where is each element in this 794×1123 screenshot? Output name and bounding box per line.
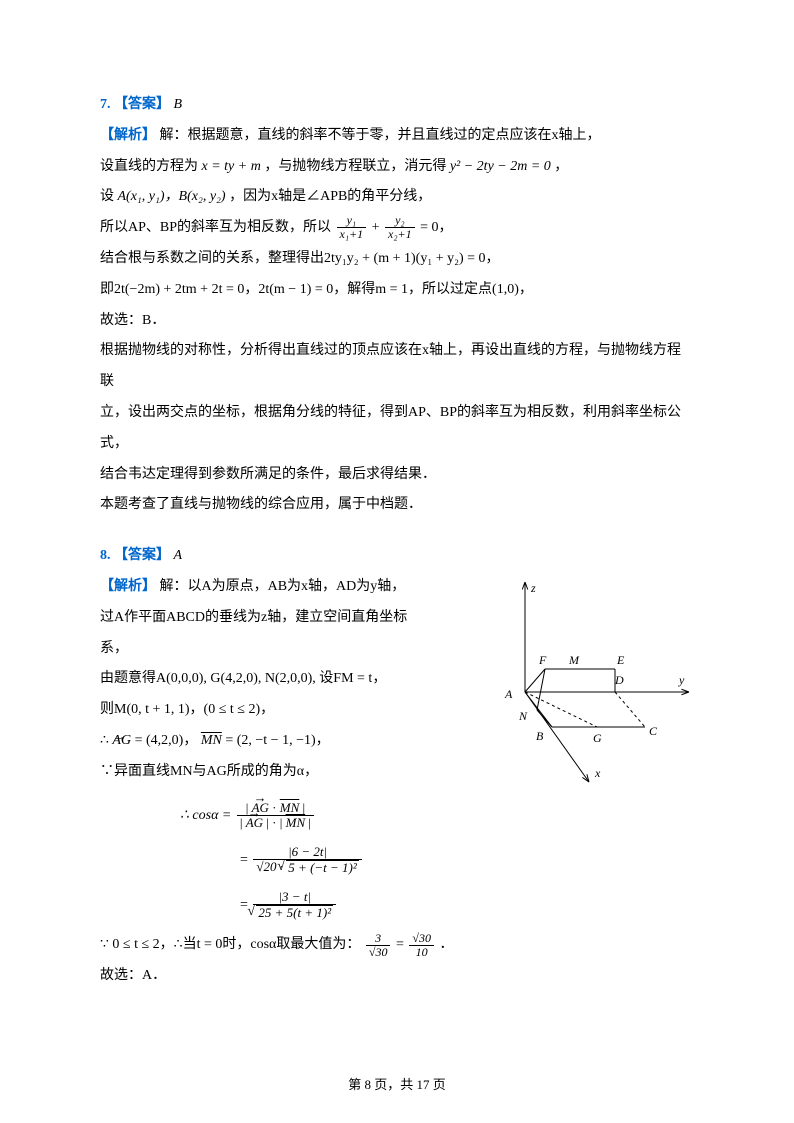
q7-number: 7.	[100, 97, 111, 112]
svg-text:y: y	[678, 673, 685, 687]
svg-text:F: F	[538, 653, 547, 667]
svg-text:M: M	[568, 653, 580, 667]
svg-text:N: N	[518, 709, 528, 723]
q8-max-frac1: 3 √30	[366, 932, 391, 959]
q8-line3: 系，	[100, 634, 407, 665]
q7-line10: 结合韦达定理得到参数所满足的条件，最后求得结果．	[100, 460, 694, 491]
q7-answer: B	[174, 97, 183, 112]
q8-eq2: = |6 − 2t| √20 · 5 + (−t − 1)²	[240, 845, 694, 876]
spacer	[100, 521, 694, 541]
q7-line5: 结合根与系数之间的关系，整理得出2ty₁y₂ + (m + 1)(y₁ + y₂…	[100, 244, 694, 275]
page-footer: 第 8 页，共 17 页	[0, 1074, 794, 1093]
q8-line5: 则M(0, t + 1, 1)，(0 ≤ t ≤ 2)，	[100, 695, 407, 726]
q8-figure-col: z y x A D B C N G F E M	[407, 572, 697, 797]
q8-line8: ∵ 0 ≤ t ≤ 2，∴当t = 0时，cosα取最大值为： 3 √30 = …	[100, 930, 694, 961]
q8-answer: A	[174, 548, 183, 563]
svg-text:x: x	[594, 766, 601, 780]
q7-header: 7. 【答案】 B	[100, 90, 694, 121]
q7-line3: 设 A(x₁, y₁)，B(x₂, y₂) ，因为x轴是∠APB的角平分线，	[100, 182, 694, 213]
q8-parse-label: 【解析】	[100, 579, 156, 594]
q7-line8: 根据抛物线的对称性，分析得出直线过的顶点应该在x轴上，再设出直线的方程，与抛物线…	[100, 336, 694, 398]
q8-line6: ∴ →AG = (4,2,0)， MN = (2, −t − 1, −1)，	[100, 726, 407, 757]
svg-text:B: B	[536, 729, 544, 743]
q7-line2: 设直线的方程为 x = ty + m ，与抛物线方程联立，消元得 y² − 2t…	[100, 152, 694, 183]
q7-frac2: y₂ x₂+1	[385, 214, 415, 241]
svg-text:G: G	[593, 731, 602, 745]
q8-row-figure: 【解析】 解：以A为原点，AB为x轴，AD为y轴， 过A作平面ABCD的垂线为z…	[100, 572, 694, 797]
q8-line4: 由题意得A(0,0,0), G(4,2,0), N(2,0,0), 设FM = …	[100, 664, 407, 695]
svg-text:D: D	[614, 673, 624, 687]
coordinate-diagram: z y x A D B C N G F E M	[417, 572, 697, 792]
q7-frac1: y₁ x₁+1	[337, 214, 367, 241]
q7-line7: 故选：B．	[100, 306, 694, 337]
q8-max-frac2: √30 10	[409, 932, 434, 959]
page-container: 7. 【答案】 B 【解析】 解：根据题意，直线的斜率不等于零，并且直线过的定点…	[0, 0, 794, 1123]
q8-header: 8. 【答案】 A	[100, 541, 694, 572]
svg-text:z: z	[530, 581, 536, 595]
svg-text:A: A	[504, 687, 513, 701]
q8-text-col: 【解析】 解：以A为原点，AB为x轴，AD为y轴， 过A作平面ABCD的垂线为z…	[100, 572, 407, 788]
svg-text:E: E	[616, 653, 625, 667]
q7-line4: 所以AP、BP的斜率互为相反数，所以 y₁ x₁+1 + y₂ x₂+1 = 0…	[100, 213, 694, 244]
q7-line11: 本题考查了直线与抛物线的综合应用，属于中档题．	[100, 490, 694, 521]
q8-answer-label: 【答案】	[114, 548, 170, 563]
q7-line9: 立，设出两交点的坐标，根据角分线的特征，得到AP、BP的斜率互为相反数，利用斜率…	[100, 398, 694, 460]
q8-line9: 故选：A．	[100, 961, 694, 992]
q8-eq3: = |3 − t| 25 + 5(t + 1)²	[240, 890, 694, 921]
q7-l1: 解：根据题意，直线的斜率不等于零，并且直线过的定点应该在x轴上，	[160, 128, 601, 143]
q8-number: 8.	[100, 548, 111, 563]
q7-line6: 即2t(−2m) + 2tm + 2t = 0，2t(m − 1) = 0，解得…	[100, 275, 694, 306]
q8-line2: 过A作平面ABCD的垂线为z轴，建立空间直角坐标	[100, 603, 407, 634]
q7-parse-label: 【解析】	[100, 128, 156, 143]
q8-line1: 【解析】 解：以A为原点，AB为x轴，AD为y轴，	[100, 572, 407, 603]
q8-line7: ∵异面直线MN与AG所成的角为α，	[100, 757, 407, 788]
svg-text:C: C	[649, 724, 658, 738]
q8-eq1: ∴ cosα = | →AG · MN | | →AG | · | MN |	[180, 801, 694, 831]
q7-line1: 【解析】 解：根据题意，直线的斜率不等于零，并且直线过的定点应该在x轴上，	[100, 121, 694, 152]
q7-answer-label: 【答案】	[114, 97, 170, 112]
